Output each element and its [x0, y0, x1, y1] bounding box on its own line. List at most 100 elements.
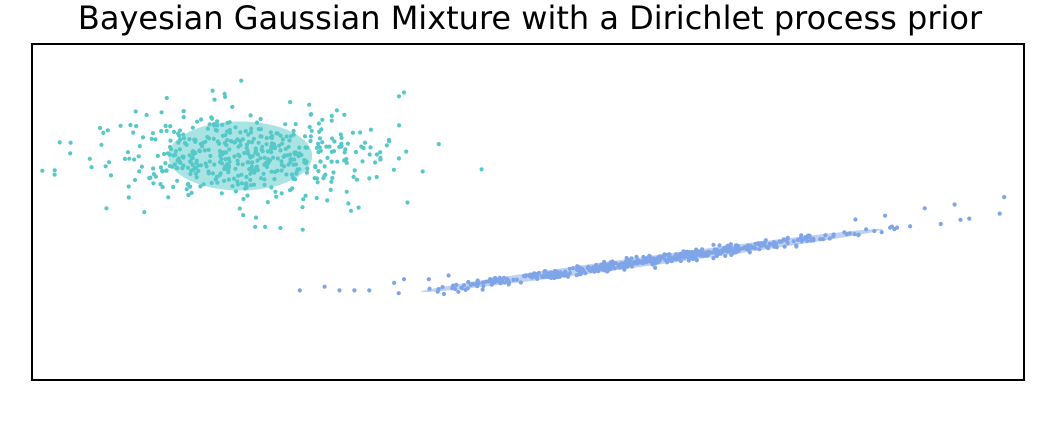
- data-point-cluster-1: [106, 160, 112, 165]
- data-point-cluster-2: [505, 277, 510, 282]
- data-point-cluster-1: [131, 130, 136, 135]
- data-point-cluster-1: [265, 149, 270, 154]
- data-point-cluster-1: [188, 160, 194, 165]
- data-point-cluster-2: [713, 251, 718, 256]
- data-point-cluster-1: [158, 182, 163, 187]
- data-point-cluster-1: [273, 189, 278, 194]
- data-point-cluster-1: [261, 171, 266, 176]
- data-point-cluster-1: [270, 135, 275, 140]
- data-point-cluster-2: [763, 238, 768, 243]
- data-point-cluster-1: [245, 148, 250, 154]
- data-point-cluster-1: [293, 162, 299, 167]
- data-point-cluster-2: [426, 277, 431, 282]
- data-point-cluster-1: [207, 122, 212, 127]
- data-point-cluster-1: [212, 162, 217, 167]
- data-point-cluster-2: [523, 274, 528, 279]
- data-point-cluster-2: [782, 244, 787, 249]
- data-point-cluster-1: [187, 137, 192, 142]
- data-point-cluster-1: [297, 145, 302, 150]
- data-point-cluster-1: [330, 175, 335, 181]
- data-point-cluster-2: [872, 228, 877, 234]
- data-point-cluster-1: [244, 185, 249, 190]
- data-point-cluster-1: [126, 195, 131, 200]
- data-point-cluster-2: [563, 269, 568, 274]
- data-point-cluster-1: [206, 147, 211, 152]
- data-point-cluster-1: [373, 160, 378, 165]
- data-point-cluster-2: [529, 275, 534, 280]
- data-point-cluster-2: [518, 280, 524, 285]
- data-point-cluster-1: [359, 144, 364, 149]
- data-point-cluster-1: [233, 166, 238, 171]
- data-point-cluster-1: [173, 149, 178, 154]
- data-point-cluster-1: [405, 200, 410, 205]
- data-point-cluster-1: [199, 117, 204, 122]
- data-point-cluster-1: [240, 137, 245, 142]
- data-point-cluster-1: [162, 151, 167, 157]
- data-point-cluster-2: [908, 224, 913, 229]
- data-point-cluster-1: [329, 179, 334, 184]
- data-point-cluster-1: [89, 165, 94, 170]
- data-point-cluster-2: [446, 273, 451, 278]
- data-point-cluster-1: [404, 149, 409, 154]
- data-point-cluster-2: [763, 244, 768, 249]
- data-point-cluster-2: [608, 264, 614, 269]
- data-point-cluster-2: [619, 261, 624, 266]
- data-point-cluster-2: [751, 245, 756, 250]
- data-point-cluster-1: [249, 130, 254, 135]
- data-point-cluster-2: [1002, 195, 1007, 200]
- data-point-cluster-1: [158, 165, 163, 170]
- data-point-cluster-1: [137, 144, 142, 149]
- data-point-cluster-1: [177, 147, 182, 152]
- data-point-cluster-1: [40, 168, 45, 173]
- data-point-cluster-1: [316, 141, 321, 146]
- data-point-cluster-1: [125, 150, 131, 155]
- data-point-cluster-1: [279, 191, 284, 196]
- data-point-cluster-1: [214, 128, 219, 133]
- data-point-cluster-1: [155, 153, 160, 158]
- data-point-cluster-2: [502, 280, 507, 285]
- data-point-cluster-2: [883, 213, 888, 218]
- data-point-cluster-2: [655, 260, 660, 265]
- data-point-cluster-1: [176, 140, 181, 145]
- data-point-cluster-2: [481, 284, 486, 289]
- data-point-cluster-1: [68, 140, 73, 145]
- data-point-cluster-1: [87, 156, 92, 161]
- data-point-cluster-1: [318, 159, 323, 164]
- data-point-cluster-1: [230, 184, 235, 189]
- data-point-cluster-2: [794, 243, 799, 248]
- data-point-cluster-2: [401, 277, 407, 282]
- data-point-cluster-1: [68, 151, 73, 156]
- data-point-cluster-1: [239, 78, 244, 83]
- data-point-cluster-2: [610, 259, 615, 264]
- data-point-cluster-1: [325, 198, 330, 203]
- data-point-cluster-1: [358, 130, 363, 135]
- data-point-cluster-2: [322, 284, 327, 289]
- data-point-cluster-1: [211, 136, 216, 141]
- data-point-cluster-1: [271, 155, 276, 160]
- data-point-cluster-2: [440, 285, 445, 290]
- data-point-cluster-1: [302, 160, 307, 165]
- data-point-cluster-1: [342, 112, 347, 117]
- data-point-cluster-1: [317, 145, 322, 150]
- data-point-cluster-1: [127, 156, 132, 161]
- data-point-cluster-1: [245, 160, 250, 165]
- data-point-cluster-2: [567, 266, 572, 271]
- data-point-cluster-1: [345, 141, 350, 146]
- data-point-cluster-2: [694, 258, 700, 263]
- data-point-cluster-1: [148, 175, 153, 180]
- data-point-cluster-1: [136, 154, 141, 159]
- data-point-cluster-1: [151, 166, 156, 171]
- data-point-cluster-1: [253, 150, 258, 155]
- data-point-cluster-2: [785, 235, 790, 240]
- data-point-cluster-1: [420, 169, 425, 174]
- data-point-cluster-2: [623, 261, 628, 266]
- data-point-cluster-1: [184, 142, 189, 147]
- data-point-cluster-1: [185, 165, 190, 170]
- data-point-cluster-1: [168, 138, 173, 143]
- data-point-cluster-1: [274, 194, 279, 199]
- data-point-cluster-1: [222, 140, 227, 146]
- data-point-cluster-1: [193, 139, 198, 144]
- data-point-cluster-1: [280, 141, 285, 146]
- data-point-cluster-1: [339, 141, 344, 146]
- data-point-cluster-1: [122, 156, 127, 161]
